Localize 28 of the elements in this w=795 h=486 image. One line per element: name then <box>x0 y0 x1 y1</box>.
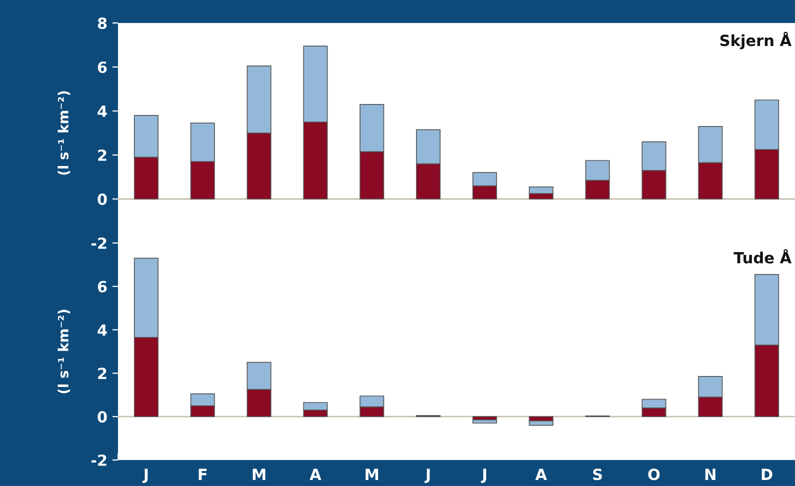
y-tick-label: -2 <box>91 237 106 249</box>
y-axis-title: (l s⁻¹ km⁻²) <box>58 310 70 394</box>
x-tick-label: F <box>198 468 207 480</box>
y-tick-label: 0 <box>98 411 107 423</box>
y-tick-label: 6 <box>98 280 107 292</box>
y-tick-label: -2 <box>91 454 106 466</box>
x-tick-label: M <box>252 468 266 480</box>
bar <box>472 419 497 424</box>
x-tick-label: A <box>310 468 322 480</box>
y-tick-label: 2 <box>98 149 106 161</box>
x-tick-label: J <box>142 468 148 483</box>
y-tick-label: 8 <box>98 17 107 30</box>
x-tick-label: J <box>481 468 486 483</box>
x-tick-label: S <box>593 468 602 480</box>
x-tick-label: D <box>762 468 772 480</box>
y-tick-label: 2 <box>98 368 106 380</box>
text: Skjern Å <box>720 32 792 50</box>
y-tick-label: 4 <box>98 106 107 117</box>
y-axis-title: (l s⁻¹ km⁻²) <box>58 91 70 175</box>
y-tick-label: 0 <box>98 193 107 206</box>
y-tick-label: 6 <box>98 61 107 74</box>
x-tick-label: N <box>705 468 716 480</box>
x-tick-label: M <box>366 468 378 480</box>
y-tick-label: 4 <box>98 324 107 336</box>
x-tick-label: O <box>648 468 660 480</box>
chart-title: Tude Å <box>734 249 792 264</box>
x-tick-label: A <box>535 468 547 480</box>
x-tick-label: J <box>424 468 430 483</box>
